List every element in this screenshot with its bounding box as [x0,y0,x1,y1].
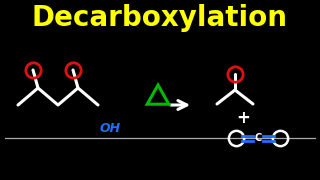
Text: +: + [236,109,250,127]
Text: C: C [254,133,262,143]
Text: Decarboxylation: Decarboxylation [32,4,288,32]
Text: OH: OH [100,122,121,135]
